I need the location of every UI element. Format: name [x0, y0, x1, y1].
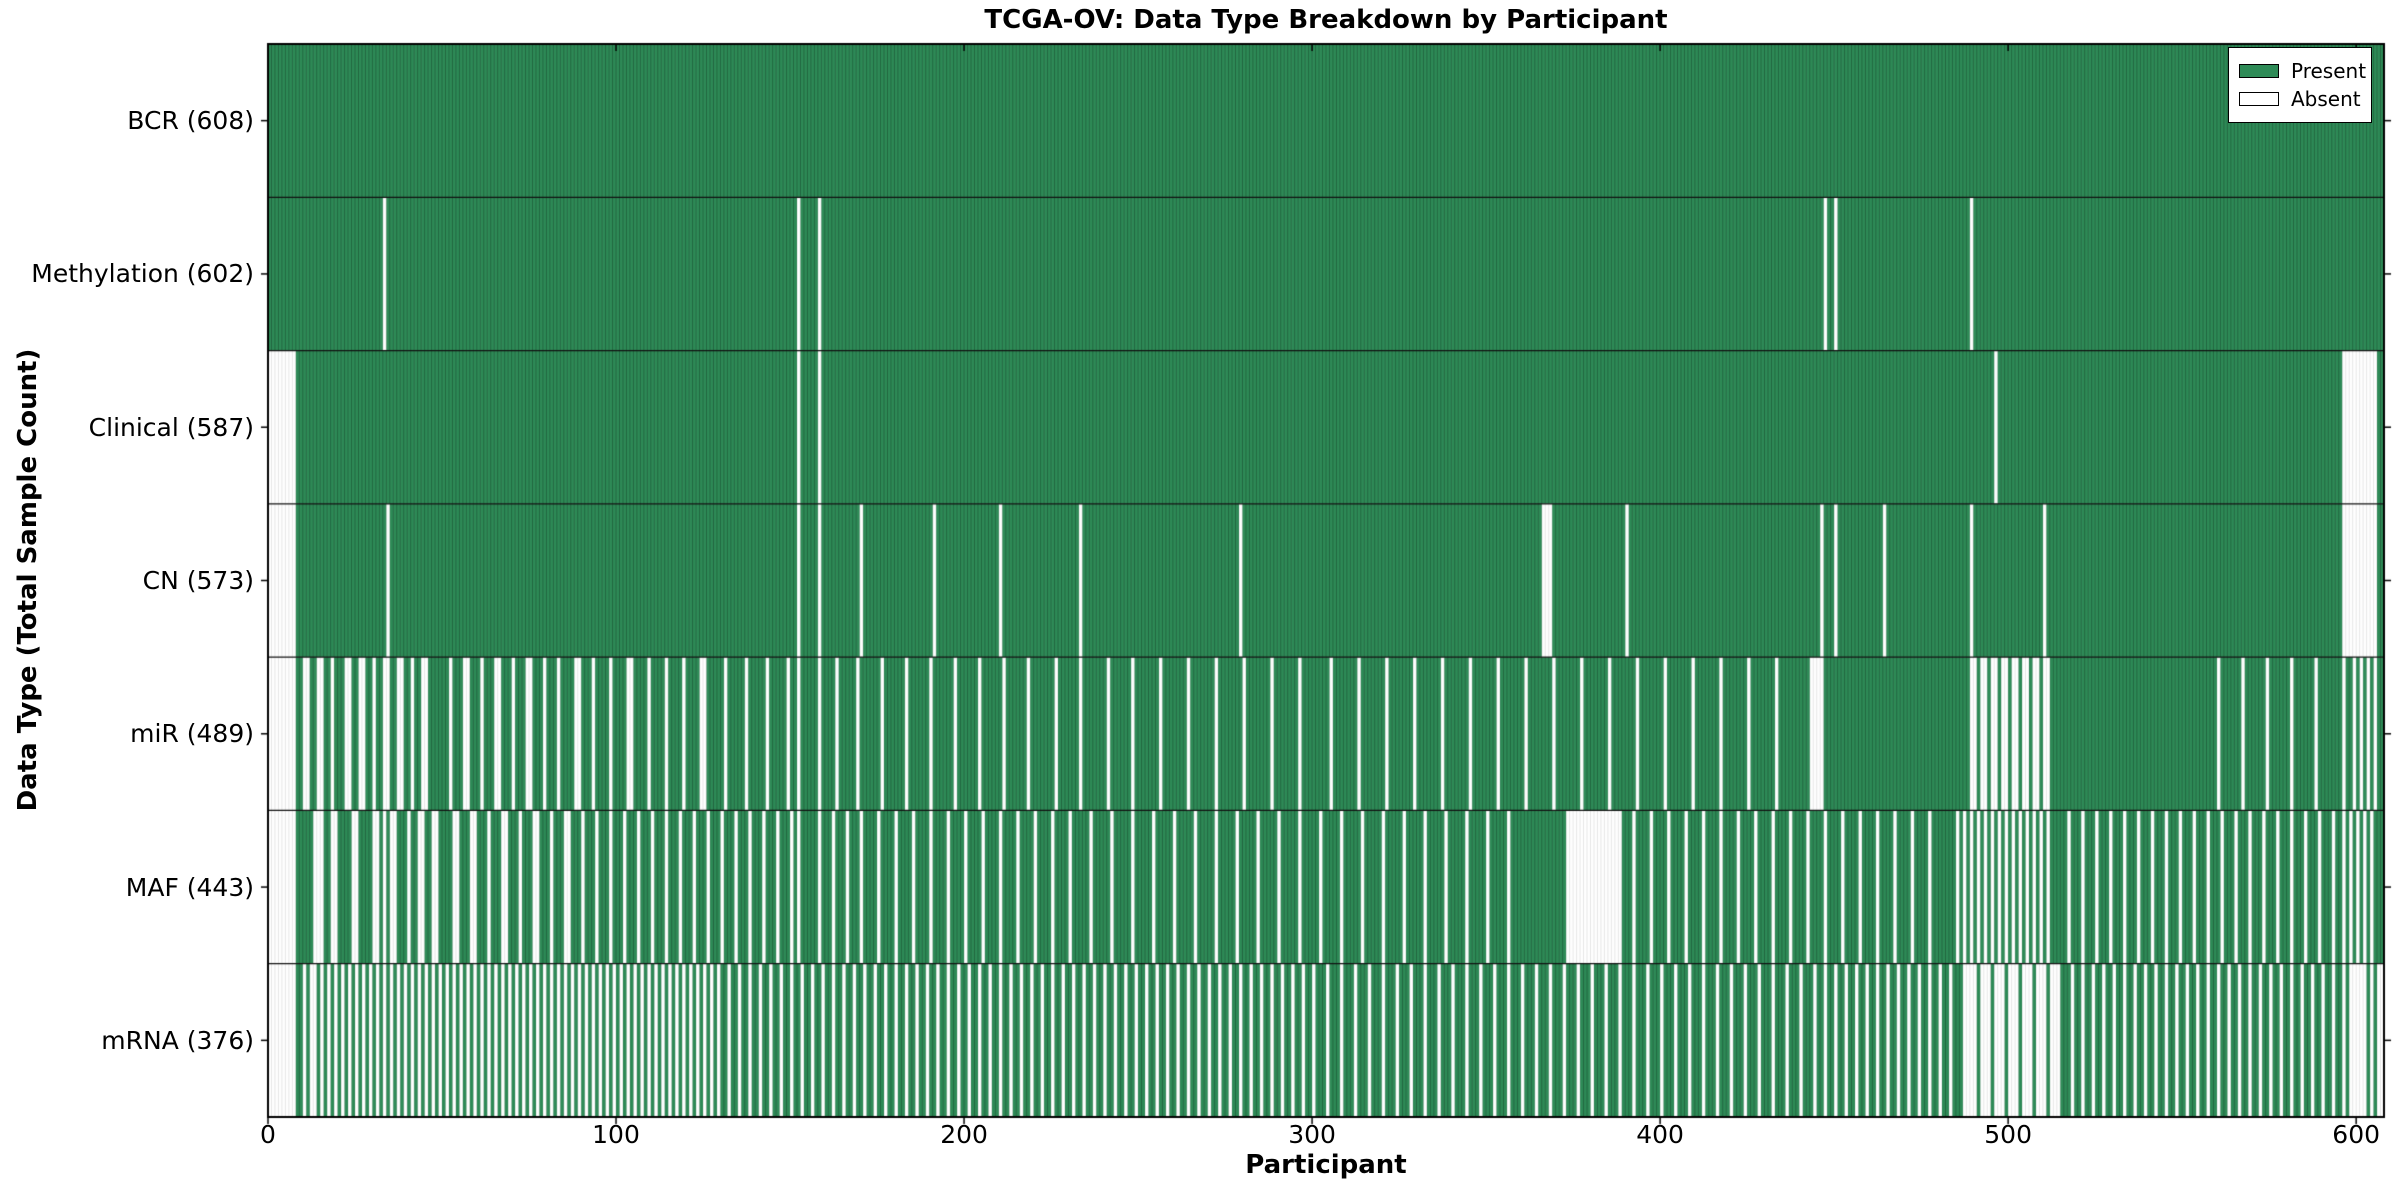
x-tick-label: 0: [260, 1120, 276, 1149]
present-swatch: [2239, 63, 2279, 78]
x-tick-label: 100: [592, 1120, 640, 1149]
x-tick-label: 300: [1288, 1120, 1336, 1149]
y-tick-label: CN (573): [142, 566, 254, 595]
chart-title: TCGA-OV: Data Type Breakdown by Particip…: [984, 5, 1668, 35]
y-tick-label: Methylation (602): [31, 259, 254, 289]
legend-item-present: Present: [2239, 61, 2366, 81]
legend-label-present: Present: [2291, 58, 2367, 83]
y-tick-label: miR (489): [130, 719, 254, 749]
legend: Present Absent: [2228, 47, 2372, 123]
x-tick-label: 400: [1636, 1120, 1684, 1149]
x-tick-label: 600: [2332, 1120, 2381, 1149]
x-tick-label: 500: [1984, 1120, 2032, 1149]
y-tick-label: Clinical (587): [88, 412, 254, 442]
legend-item-absent: Absent: [2239, 89, 2361, 109]
y-tick-label: BCR (608): [127, 106, 254, 136]
y-tick-label: MAF (443): [125, 872, 254, 902]
legend-label-absent: Absent: [2291, 87, 2361, 112]
plot-area: [258, 34, 2394, 1127]
x-tick-label: 200: [940, 1120, 988, 1149]
y-tick-label: mRNA (376): [101, 1025, 254, 1055]
x-axis-title: Participant: [1245, 1150, 1407, 1180]
absent-swatch: [2239, 92, 2279, 107]
